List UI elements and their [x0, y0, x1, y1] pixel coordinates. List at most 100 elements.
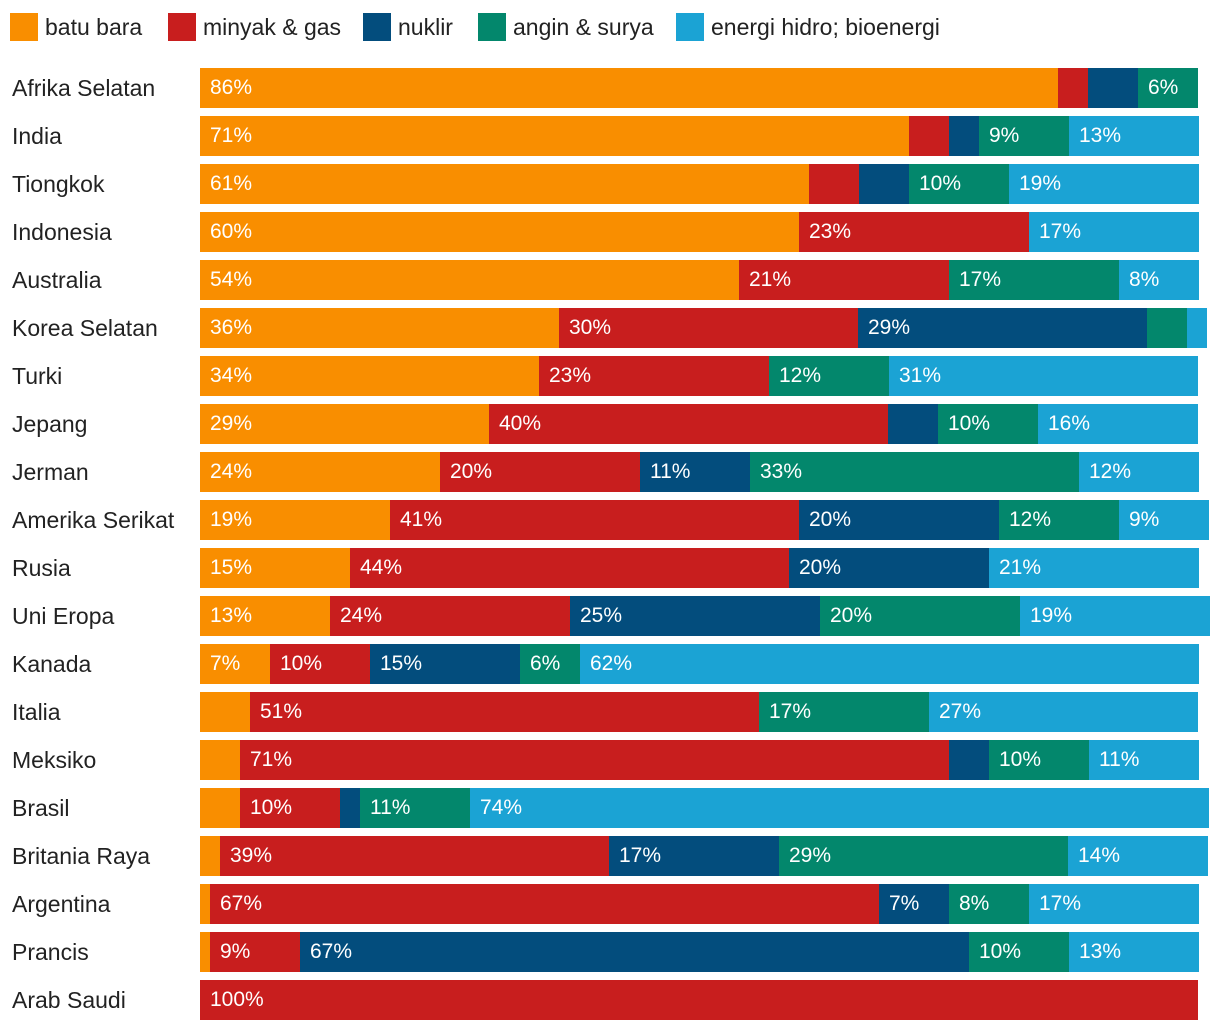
data-label: 14%: [1078, 844, 1121, 867]
bar-segment: 13%: [1069, 932, 1199, 972]
category-label: Argentina: [12, 891, 111, 917]
bar-segment: 30%: [559, 308, 858, 348]
category-label: Jerman: [12, 459, 89, 485]
data-label: 6%: [1148, 76, 1179, 99]
data-label: 67%: [220, 892, 263, 915]
bar-segment: 27%: [929, 692, 1198, 732]
data-label: 29%: [868, 316, 911, 339]
data-label: 20%: [799, 556, 842, 579]
bar-segment: 19%: [1009, 164, 1199, 204]
bar-segment: 12%: [1079, 452, 1199, 492]
bar-segment: 19%: [200, 500, 390, 540]
bar-segment: [949, 116, 979, 156]
category-label: Britania Raya: [12, 843, 151, 869]
bar-segment: 10%: [938, 404, 1038, 444]
category-label: Kanada: [12, 651, 92, 677]
bar-segment: 7%: [200, 644, 270, 684]
bar-segment: 71%: [200, 116, 909, 156]
bar-segment: 17%: [949, 260, 1119, 300]
data-label: 29%: [210, 412, 253, 435]
data-label: 25%: [580, 604, 623, 627]
chart-legend: batu bara minyak & gas nuklir angin & surya…: [0, 0, 1220, 60]
data-label: 12%: [1089, 460, 1132, 483]
data-label: 17%: [769, 700, 812, 723]
bar-segment: 15%: [370, 644, 520, 684]
data-label: 20%: [830, 604, 873, 627]
bar-segment: 23%: [539, 356, 769, 396]
data-label: 17%: [959, 268, 1002, 291]
data-label: 29%: [789, 844, 832, 867]
legend-label: nuklir: [398, 13, 453, 40]
data-label: 7%: [889, 892, 920, 915]
data-label: 8%: [1129, 268, 1160, 291]
bar-segment: 10%: [240, 788, 340, 828]
bar-segment: 67%: [210, 884, 879, 924]
data-label: 23%: [549, 364, 592, 387]
data-label: 19%: [210, 508, 253, 531]
bar-segment: 8%: [1119, 260, 1199, 300]
category-label: Afrika Selatan: [12, 75, 156, 101]
legend-swatch: [10, 13, 38, 41]
data-label: 10%: [280, 652, 323, 675]
data-label: 10%: [919, 172, 962, 195]
data-label: 61%: [210, 172, 253, 195]
legend-label: minyak & gas: [203, 13, 342, 40]
bar-segment: 14%: [1068, 836, 1208, 876]
bar-segment: 100%: [200, 980, 1198, 1020]
data-label: 8%: [959, 892, 990, 915]
bar-segment: 8%: [949, 884, 1029, 924]
bar-segment: [859, 164, 909, 204]
category-label: Arab Saudi: [12, 987, 126, 1013]
bar-segment: 21%: [739, 260, 949, 300]
data-label: 13%: [1079, 124, 1122, 147]
data-label: 11%: [1099, 748, 1140, 771]
data-label: 23%: [809, 220, 852, 243]
bar-segment: [200, 836, 220, 876]
data-label: 27%: [939, 700, 982, 723]
bar-segment: [200, 884, 210, 924]
data-label: 44%: [360, 556, 403, 579]
bar-segment: [1088, 68, 1138, 108]
data-label: 9%: [1129, 508, 1160, 531]
bar-segment: 17%: [1029, 212, 1199, 252]
data-label: 13%: [1079, 940, 1122, 963]
bar-segment: 7%: [879, 884, 949, 924]
bar-segment: 33%: [750, 452, 1079, 492]
data-label: 24%: [340, 604, 383, 627]
bar-segment: 11%: [640, 452, 750, 492]
data-label: 24%: [210, 460, 253, 483]
data-label: 41%: [400, 508, 443, 531]
bar-segment: 51%: [250, 692, 759, 732]
data-label: 31%: [899, 364, 942, 387]
data-label: 17%: [1039, 892, 1082, 915]
bar-segment: 16%: [1038, 404, 1198, 444]
bar-segment: 44%: [350, 548, 789, 588]
bar-segment: 11%: [1089, 740, 1199, 780]
bar-segment: 86%: [200, 68, 1058, 108]
data-label: 20%: [809, 508, 852, 531]
bar-segment: 9%: [979, 116, 1069, 156]
data-label: 15%: [210, 556, 253, 579]
bar-segment: 20%: [820, 596, 1020, 636]
bar-segment: 62%: [580, 644, 1199, 684]
bar-segment: 17%: [759, 692, 929, 732]
legend-label: energi hidro; bioenergi: [711, 13, 940, 40]
data-label: 21%: [999, 556, 1042, 579]
bar-segment: 6%: [520, 644, 580, 684]
data-label: 62%: [590, 652, 633, 675]
category-label: Brasil: [12, 795, 70, 821]
data-label: 9%: [220, 940, 251, 963]
category-label: Amerika Serikat: [12, 507, 175, 533]
bar-segment: 29%: [858, 308, 1147, 348]
bar-segment: 29%: [200, 404, 489, 444]
bar-segment: 74%: [470, 788, 1209, 828]
legend-swatch: [168, 13, 196, 41]
bar-segment: 17%: [1029, 884, 1199, 924]
data-label: 21%: [749, 268, 792, 291]
bar-segment: 25%: [570, 596, 820, 636]
legend-item: nuklir: [363, 12, 453, 42]
bar-segment: [909, 116, 949, 156]
bar-segment: 23%: [799, 212, 1029, 252]
bar-segment: 36%: [200, 308, 559, 348]
data-label: 54%: [210, 268, 253, 291]
